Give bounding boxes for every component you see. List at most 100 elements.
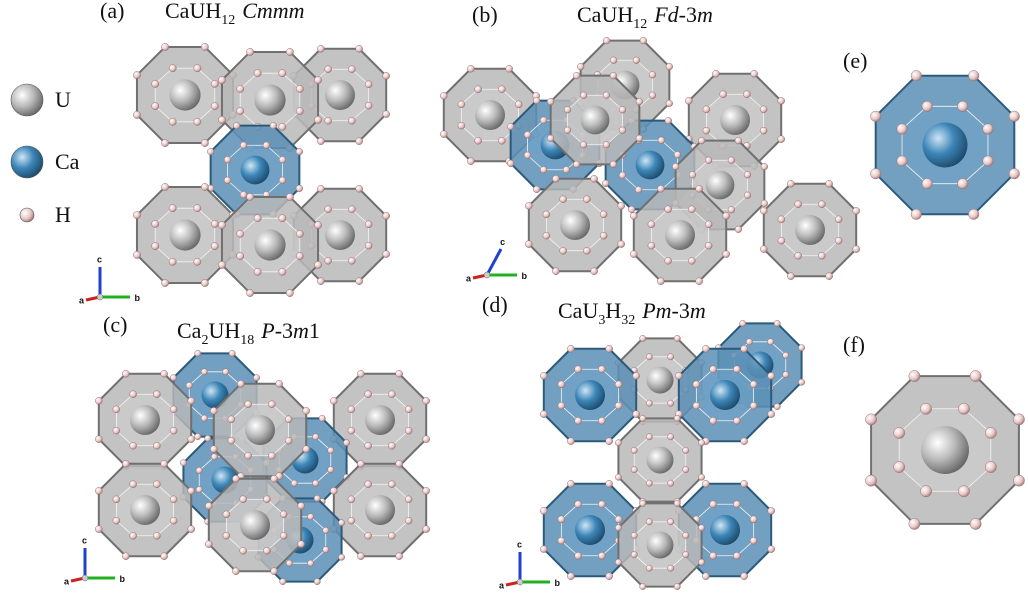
atom xyxy=(575,380,605,410)
h-atom xyxy=(169,258,176,265)
h-atom xyxy=(240,496,247,503)
h-atom xyxy=(600,211,607,218)
h-atom xyxy=(313,434,319,440)
h-atom xyxy=(618,202,625,209)
h-atom xyxy=(365,221,372,228)
h-atom xyxy=(710,417,717,424)
h-atom xyxy=(237,85,244,92)
h-atom xyxy=(263,496,270,503)
h-atom xyxy=(348,406,355,413)
h-atom xyxy=(750,402,757,409)
h-atom xyxy=(113,427,120,434)
h-atom xyxy=(237,380,244,387)
h-atom xyxy=(575,552,582,559)
h-atom xyxy=(818,201,825,208)
title-part: CaUH xyxy=(577,2,633,27)
h-atom xyxy=(575,366,582,373)
h-atom xyxy=(631,551,637,557)
h-atom xyxy=(130,391,137,398)
h-atom xyxy=(205,541,212,548)
h-atom xyxy=(668,480,674,486)
h-atom xyxy=(498,86,505,93)
h-atom xyxy=(313,480,319,486)
h-atom xyxy=(365,481,372,488)
figure: UCaH(a)CaUH12Cmmmabc(b)CaUH12Fd-3mabc(c)… xyxy=(0,0,1028,599)
h-atom xyxy=(768,339,774,345)
h-atom xyxy=(768,411,775,418)
h-atom xyxy=(985,427,996,438)
h-atom xyxy=(573,72,580,79)
h-atom xyxy=(702,480,709,487)
h-atom xyxy=(580,92,587,99)
h-atom xyxy=(357,460,364,467)
atom xyxy=(581,106,610,135)
h-atom xyxy=(818,252,825,259)
h-atom xyxy=(365,242,372,249)
h-atom xyxy=(507,123,514,130)
h-atom xyxy=(894,461,905,472)
h-atom xyxy=(705,242,712,249)
h-atom xyxy=(558,381,565,388)
h-atom xyxy=(285,437,292,444)
h-atom xyxy=(405,496,412,503)
h-atom xyxy=(524,131,531,138)
h-atom xyxy=(285,416,292,423)
h-atom xyxy=(405,427,412,434)
h-atom xyxy=(750,516,757,523)
h-atom xyxy=(648,242,655,249)
h-atom xyxy=(674,415,680,421)
polyhedron xyxy=(95,460,194,559)
h-atom xyxy=(152,102,159,109)
atom xyxy=(130,405,160,435)
h-atom xyxy=(153,532,160,539)
h-atom xyxy=(668,434,674,440)
title-part: Cmmm xyxy=(242,0,304,23)
title-part: 3 xyxy=(598,313,605,328)
h-atom xyxy=(348,517,355,524)
panel-label: (b) xyxy=(472,2,498,27)
atom xyxy=(254,229,285,260)
h-atom xyxy=(610,72,617,79)
h-atom xyxy=(619,127,626,134)
h-atom xyxy=(319,415,325,421)
h-atom xyxy=(778,216,785,223)
legend-label: Ca xyxy=(55,149,80,174)
h-atom xyxy=(271,568,278,575)
h-atom xyxy=(232,475,239,482)
h-atom xyxy=(475,86,482,93)
axis-origin xyxy=(97,294,103,300)
h-atom xyxy=(207,148,214,155)
h-atom xyxy=(922,101,933,112)
h-atom xyxy=(161,279,168,286)
h-atom xyxy=(683,551,689,557)
h-atom xyxy=(712,70,719,77)
h-atom xyxy=(356,45,363,52)
h-atom xyxy=(286,48,293,55)
h-atom xyxy=(122,553,129,560)
h-atom xyxy=(702,345,709,352)
h-atom xyxy=(467,65,474,72)
h-atom xyxy=(958,101,969,112)
h-atom xyxy=(575,417,582,424)
h-atom xyxy=(440,92,447,99)
title-part: 32 xyxy=(621,313,635,328)
h-atom xyxy=(291,480,297,486)
h-atom xyxy=(405,517,412,524)
h-atom xyxy=(649,71,656,78)
h-atom xyxy=(728,206,735,213)
panel-label: (f) xyxy=(843,332,865,357)
h-atom xyxy=(383,251,390,258)
h-atom xyxy=(698,559,704,565)
h-atom xyxy=(286,289,293,296)
atom xyxy=(710,380,740,410)
h-atom xyxy=(254,268,261,275)
h-atom xyxy=(615,402,622,409)
polyhedron xyxy=(760,180,859,279)
h-atom xyxy=(657,278,664,285)
h-atom xyxy=(598,366,605,373)
h-atom xyxy=(246,289,253,296)
h-atom xyxy=(211,242,218,249)
h-atom xyxy=(720,91,727,98)
h-atom xyxy=(710,501,717,508)
